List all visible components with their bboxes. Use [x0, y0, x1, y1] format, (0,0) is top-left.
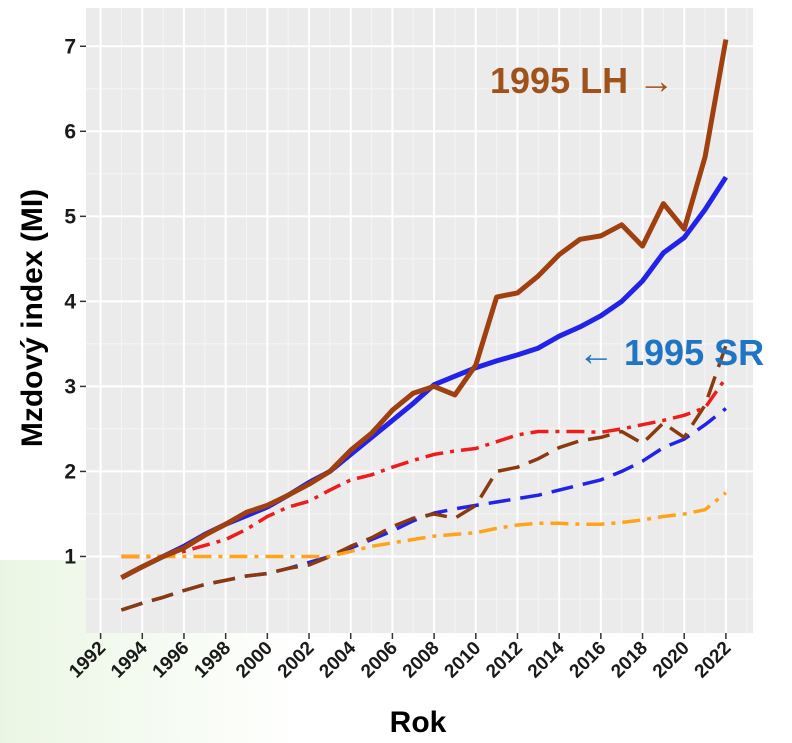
y-tick-label: 5 — [64, 205, 76, 228]
x-tick-label: 2014 — [524, 637, 569, 682]
y-tick-label: 6 — [64, 120, 76, 143]
x-tick-label: 2010 — [441, 638, 486, 683]
x-tick-label: 1998 — [190, 638, 235, 683]
annotation-1995-lh: 1995 LH → — [490, 60, 674, 101]
x-tick-label: 1994 — [107, 637, 152, 682]
x-tick-label: 2020 — [649, 638, 694, 683]
y-axis-ticks: 1 2 3 4 5 6 7 — [64, 35, 86, 568]
x-tick-label: 2006 — [357, 638, 402, 683]
y-axis-title: Mzdový index (MI) — [16, 189, 49, 447]
x-tick-label: 2022 — [691, 638, 736, 683]
series-line-2 — [120, 39, 729, 580]
series-line-4 — [120, 345, 728, 612]
x-tick-label: 2008 — [399, 638, 444, 683]
x-tick-label: 2004 — [316, 637, 361, 682]
y-tick-label: 4 — [64, 290, 76, 313]
y-tick-label: 2 — [64, 460, 76, 483]
y-tick-label: 1 — [64, 545, 76, 568]
series-line-6 — [121, 491, 728, 559]
y-tick-label: 3 — [64, 375, 76, 398]
x-tick-label: 1996 — [149, 638, 194, 683]
x-tick-label: 2000 — [232, 638, 277, 683]
x-tick-label: 2012 — [482, 638, 527, 683]
x-tick-label: 2002 — [274, 638, 319, 683]
series-lines — [120, 39, 729, 612]
x-tick-label: 2018 — [607, 638, 652, 683]
y-tick-label: 7 — [64, 35, 76, 58]
x-tick-label: 2016 — [566, 638, 611, 683]
x-tick-label: 1992 — [65, 638, 110, 683]
annotation-1995-sr: ← 1995 SR — [578, 332, 764, 373]
x-axis-ticks: 1992199419961998200020022004200620082010… — [65, 633, 735, 682]
x-axis-title: Rok — [390, 706, 447, 739]
